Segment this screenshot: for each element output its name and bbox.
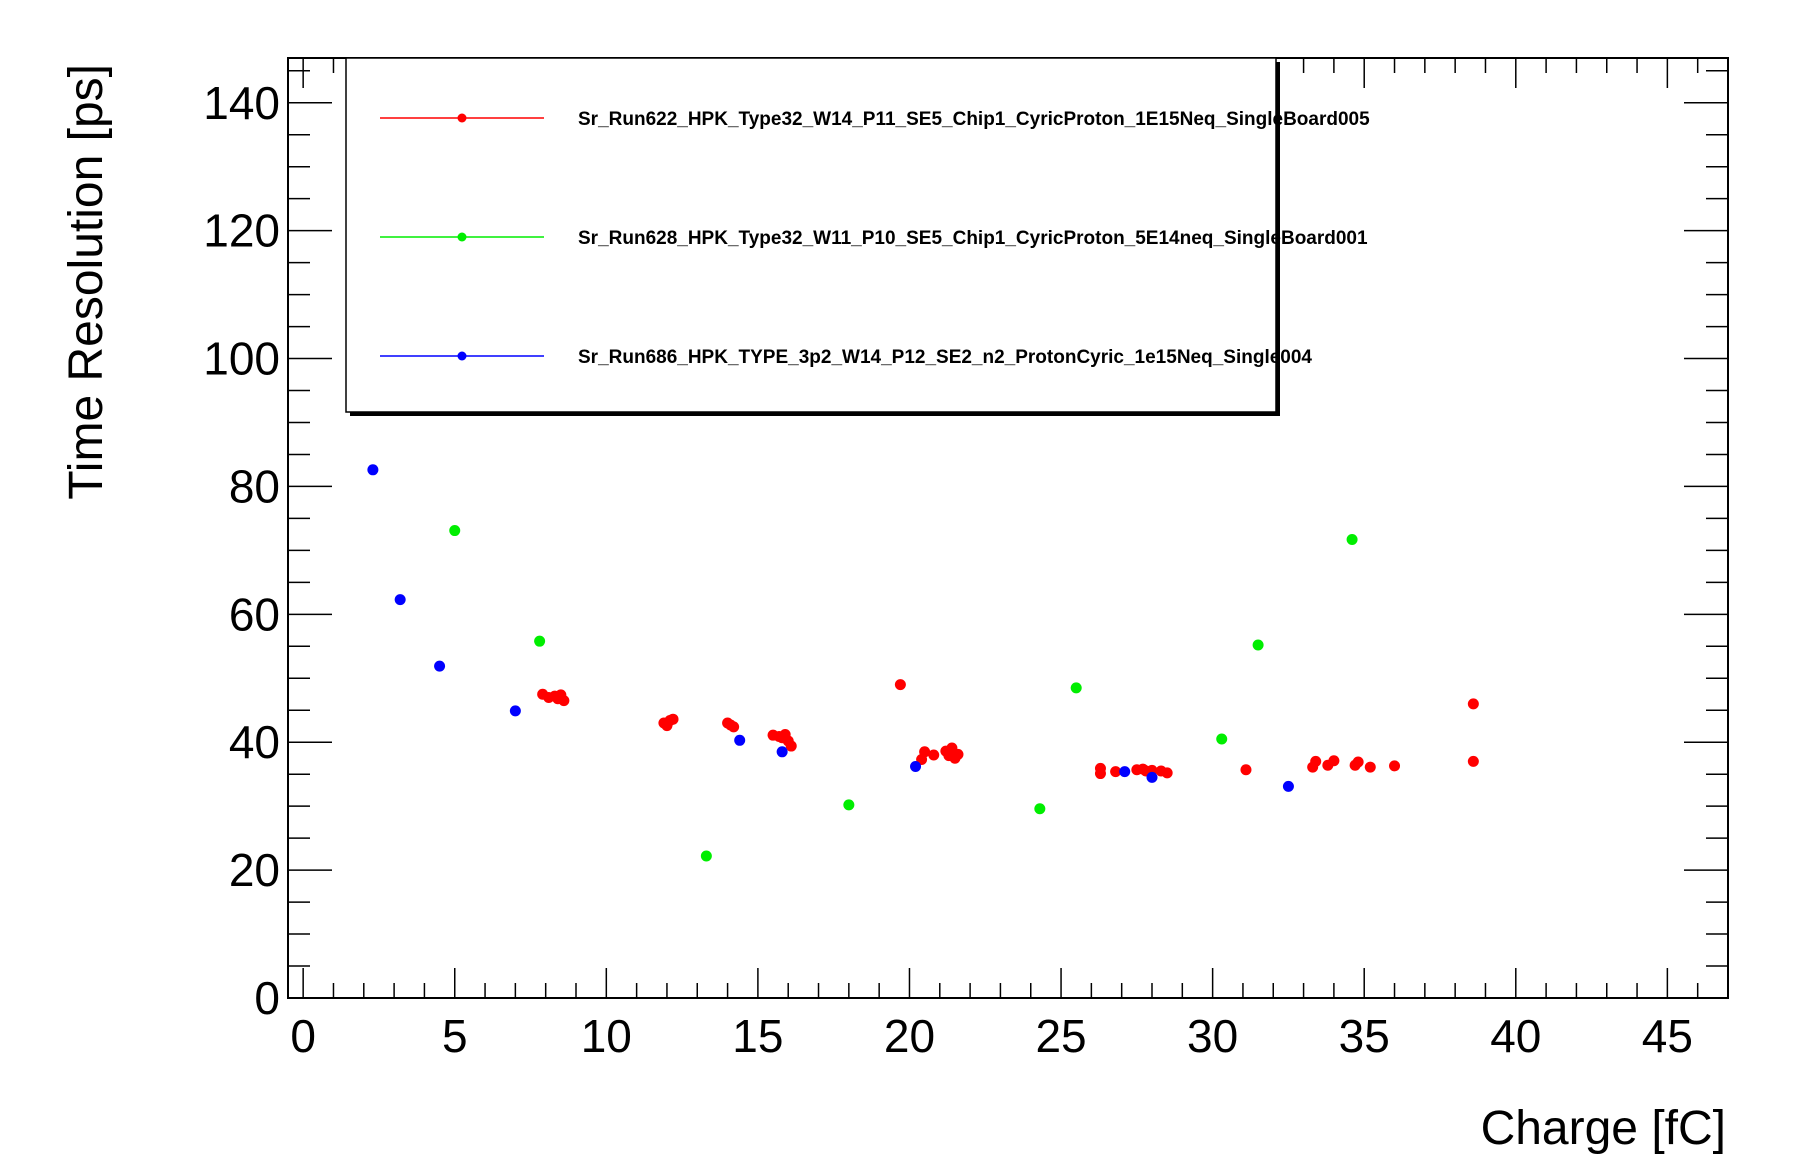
data-point-series-0 [785, 740, 797, 752]
legend-marker-1 [457, 232, 467, 242]
x-tick-label: 35 [1339, 1010, 1390, 1062]
legend-box [345, 57, 1277, 413]
legend-label: Sr_Run628_HPK_Type32_W11_P10_SE5_Chip1_C… [578, 228, 1368, 249]
x-tick-label: 20 [884, 1010, 935, 1062]
data-point-series-0 [1467, 755, 1479, 767]
data-point-series-0 [919, 746, 931, 758]
y-tick-label: 60 [229, 588, 280, 640]
legend-entry: Sr_Run622_HPK_Type32_W14_P11_SE5_Chip1_C… [380, 109, 1370, 130]
x-tick-label: 30 [1187, 1010, 1238, 1062]
data-point-series-0 [1310, 755, 1322, 767]
data-point-series-2 [910, 761, 922, 773]
data-point-series-0 [1467, 698, 1479, 710]
data-point-series-0 [1389, 760, 1401, 772]
data-point-series-2 [1119, 766, 1131, 778]
data-point-series-0 [1240, 764, 1252, 776]
y-axis-title: Time Resolution [ps] [60, 64, 113, 500]
data-point-series-1 [1070, 682, 1082, 694]
legend: Sr_Run622_HPK_Type32_W14_P11_SE5_Chip1_C… [345, 57, 1370, 416]
data-point-series-0 [728, 721, 740, 733]
data-point-series-0 [661, 720, 673, 732]
data-point-series-2 [734, 734, 746, 746]
axis-ticks [288, 58, 1728, 999]
x-tick-label: 45 [1642, 1010, 1693, 1062]
data-point-series-2 [776, 746, 788, 758]
data-point-series-0 [1328, 755, 1340, 767]
data-point-series-0 [1352, 756, 1364, 768]
legend-marker-2 [457, 351, 467, 361]
legend-marker-0 [457, 113, 467, 123]
data-point-series-2 [509, 705, 521, 717]
data-point-series-1 [1252, 639, 1264, 651]
data-point-series-0 [928, 749, 940, 761]
x-tick-label: 5 [442, 1010, 468, 1062]
legend-label: Sr_Run622_HPK_Type32_W14_P11_SE5_Chip1_C… [578, 109, 1370, 130]
data-point-series-0 [558, 695, 570, 707]
data-point-series-0 [1364, 761, 1376, 773]
data-point-series-0 [1161, 767, 1173, 779]
data-point-series-1 [700, 850, 712, 862]
data-point-series-2 [434, 660, 446, 672]
data-point-series-1 [534, 635, 546, 647]
data-point-series-0 [894, 679, 906, 691]
y-tick-label: 80 [229, 460, 280, 512]
data-point-series-1 [1034, 803, 1046, 815]
y-tick-label: 40 [229, 716, 280, 768]
tick-labels: 0 5 10 15 20 25 30 35 40 45 0 20 40 60 80 100 120 140 [203, 77, 1693, 1062]
data-point-series-1 [1346, 534, 1358, 546]
y-tick-label: 0 [254, 972, 280, 1024]
legend-entry: Sr_Run628_HPK_Type32_W11_P10_SE5_Chip1_C… [380, 228, 1368, 249]
data-point-series-1 [449, 525, 461, 537]
data-point-series-2 [367, 464, 379, 476]
data-point-series-1 [1216, 733, 1228, 745]
data-point-series-2 [394, 594, 406, 606]
x-tick-label: 0 [290, 1010, 316, 1062]
data-point-series-2 [1282, 780, 1294, 792]
y-tick-label: 100 [203, 333, 280, 385]
x-axis-title: Charge [fC] [1481, 1102, 1726, 1155]
data-point-series-0 [1110, 766, 1122, 778]
data-point-series-1 [843, 799, 855, 811]
x-tick-label: 10 [581, 1010, 632, 1062]
x-tick-label: 15 [732, 1010, 783, 1062]
y-tick-label: 120 [203, 205, 280, 257]
data-points [367, 464, 1479, 862]
y-tick-label: 140 [203, 77, 280, 129]
legend-label: Sr_Run686_HPK_TYPE_3p2_W14_P12_SE2_n2_Pr… [578, 347, 1312, 368]
data-point-series-0 [1094, 768, 1106, 780]
data-point-series-0 [952, 748, 964, 760]
x-tick-label: 40 [1490, 1010, 1541, 1062]
data-point-series-2 [1146, 771, 1158, 783]
x-tick-label: 25 [1035, 1010, 1086, 1062]
legend-entry: Sr_Run686_HPK_TYPE_3p2_W14_P12_SE2_n2_Pr… [380, 347, 1312, 368]
y-tick-label: 20 [229, 844, 280, 896]
